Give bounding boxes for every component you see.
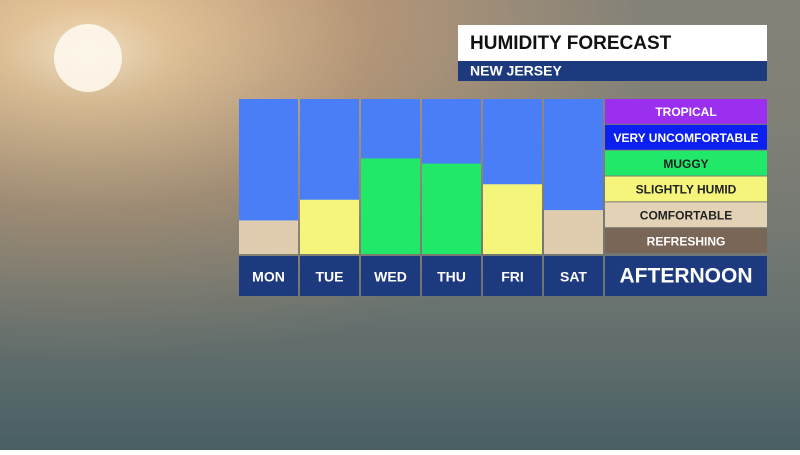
x-tick-label: MON [252, 269, 285, 285]
day-box [239, 256, 298, 296]
bar [422, 163, 481, 254]
level-label: VERY UNCOMFORTABLE [613, 131, 758, 145]
x-tick-label: TUE [316, 269, 344, 285]
bar [300, 199, 359, 254]
level-band [605, 99, 767, 124]
x-tick-label: FRI [501, 269, 524, 285]
level-band [605, 228, 767, 253]
title: HUMIDITY FORECAST [470, 33, 672, 54]
level-label: MUGGY [663, 157, 708, 171]
x-tick-label: THU [437, 269, 466, 285]
bar [361, 158, 420, 254]
level-label: SLIGHTLY HUMID [636, 183, 737, 197]
subtitle: NEW JERSEY [470, 63, 562, 79]
bar [483, 184, 542, 254]
day-box [544, 256, 603, 296]
level-label: COMFORTABLE [640, 208, 732, 222]
level-band [605, 124, 767, 150]
level-label: TROPICAL [655, 105, 716, 119]
subtitle-box [458, 61, 767, 81]
day-box [361, 256, 420, 296]
x-tick-label: WED [374, 269, 407, 285]
level-band [605, 176, 767, 202]
bar [544, 210, 603, 254]
level-band [605, 150, 767, 176]
bar [239, 220, 298, 254]
x-tick-label: SAT [560, 269, 587, 285]
day-box [300, 256, 359, 296]
sun [54, 24, 122, 92]
x-label: AFTERNOON [620, 265, 753, 288]
title-box [458, 25, 767, 61]
day-box [422, 256, 481, 296]
level-band [605, 202, 767, 228]
day-box [483, 256, 542, 296]
level-label: REFRESHING [647, 234, 726, 248]
x-label-box [605, 256, 767, 296]
